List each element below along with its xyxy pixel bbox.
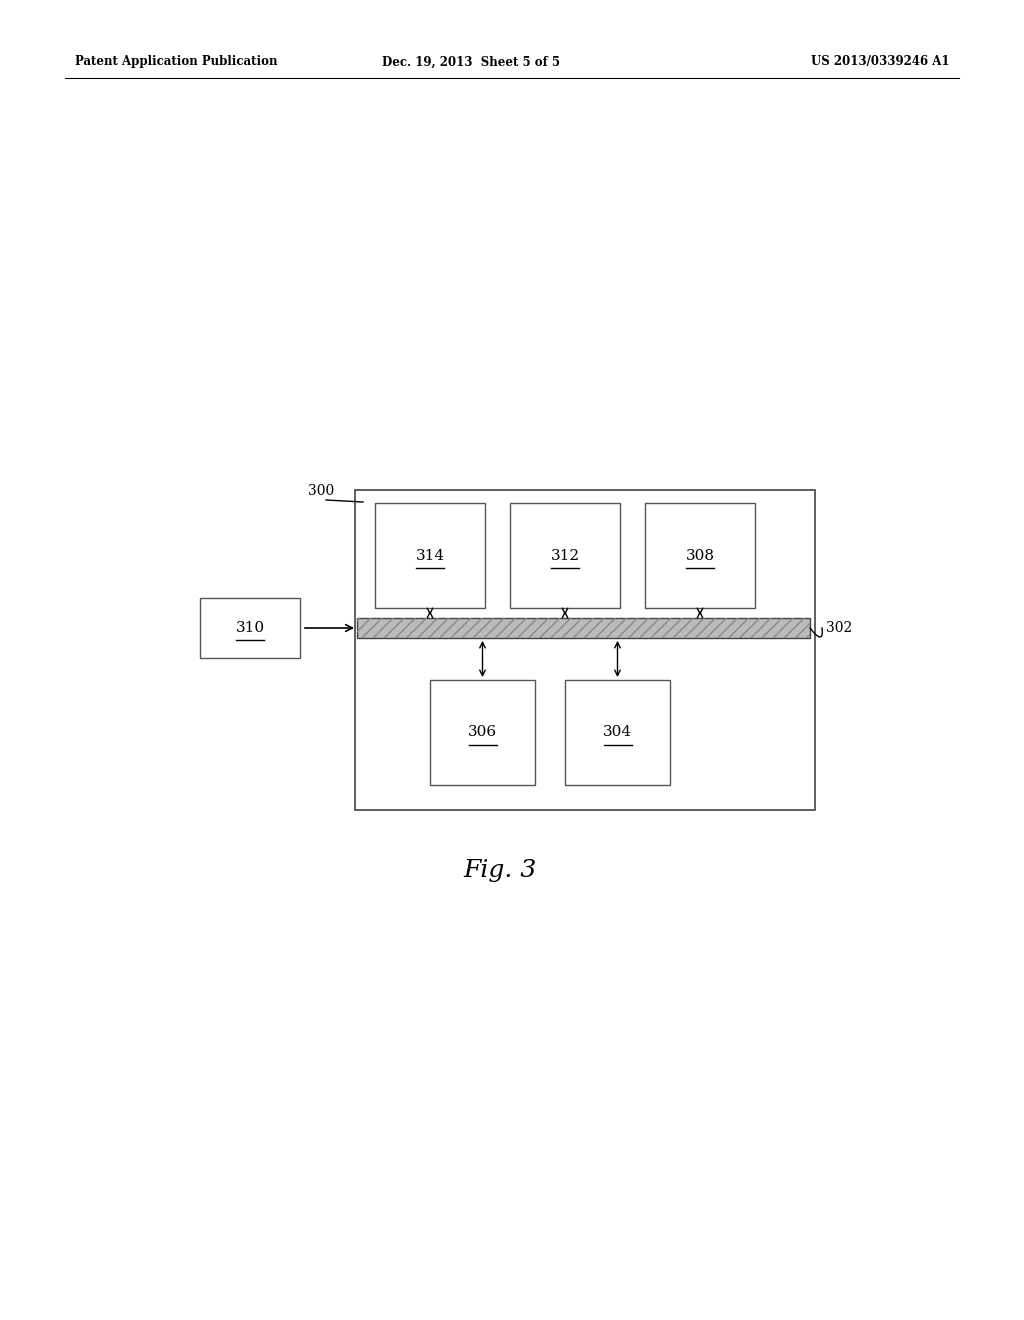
Text: 314: 314 [416, 549, 444, 562]
Text: 300: 300 [308, 484, 334, 498]
Text: Patent Application Publication: Patent Application Publication [75, 55, 278, 69]
Text: 302: 302 [826, 620, 852, 635]
Bar [430, 680, 535, 785]
Bar [645, 503, 755, 609]
Bar [375, 503, 485, 609]
Bar [200, 598, 300, 657]
Text: Fig. 3: Fig. 3 [464, 858, 537, 882]
Text: 306: 306 [468, 726, 497, 739]
Bar [357, 618, 810, 638]
Text: Dec. 19, 2013  Sheet 5 of 5: Dec. 19, 2013 Sheet 5 of 5 [382, 55, 560, 69]
Bar [565, 680, 670, 785]
Bar [510, 503, 620, 609]
Text: 304: 304 [603, 726, 632, 739]
Bar [357, 618, 810, 638]
Bar [355, 490, 815, 810]
Text: 310: 310 [236, 620, 264, 635]
Text: 308: 308 [685, 549, 715, 562]
Text: 312: 312 [551, 549, 580, 562]
Text: US 2013/0339246 A1: US 2013/0339246 A1 [811, 55, 950, 69]
